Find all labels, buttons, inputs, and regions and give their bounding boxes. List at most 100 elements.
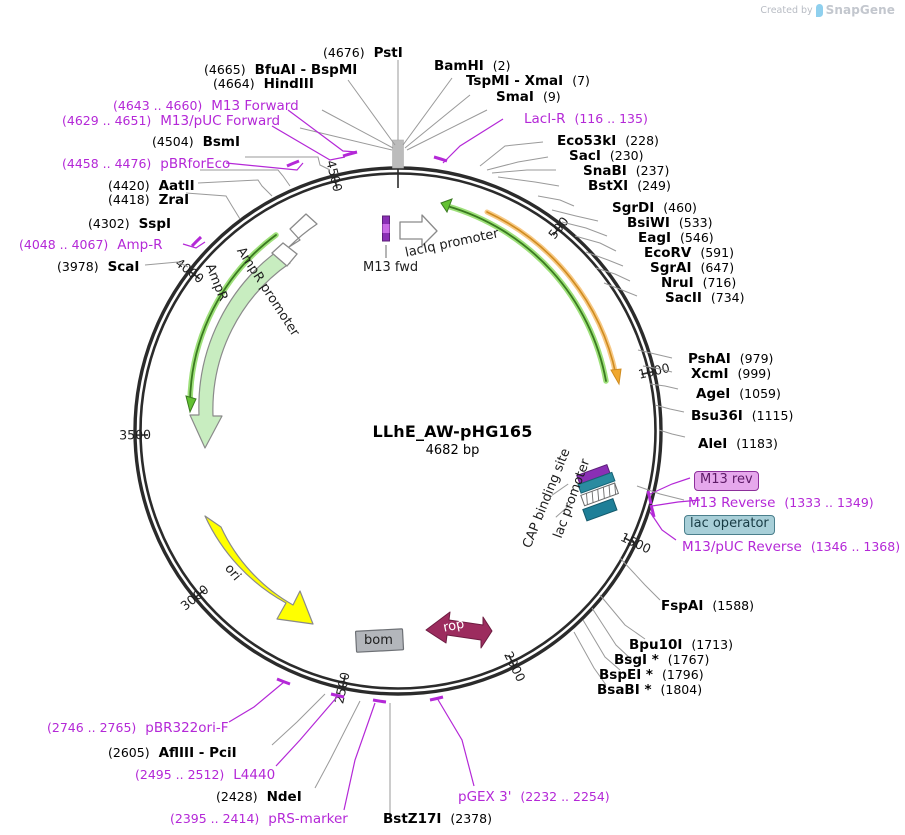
label-saci-pos: (230)	[609, 148, 644, 163]
label-bstxi-pos: (249)	[637, 178, 671, 193]
label-sgrdi-name: SgrDI	[612, 200, 655, 216]
label-bsgi[interactable]: BsgI * (1767)	[614, 651, 709, 668]
label-aatii[interactable]: (4420) AatII	[108, 177, 195, 194]
label-bstxi[interactable]: BstXI (249)	[588, 177, 671, 194]
label-nrui[interactable]: NruI (716)	[661, 274, 736, 291]
label-eco53ki[interactable]: Eco53kI (228)	[557, 132, 659, 149]
label-nrui-name: NruI	[661, 275, 694, 291]
label-laci-r[interactable]: LacI-R (116 .. 135)	[524, 110, 648, 127]
label-sacii[interactable]: SacII (734)	[665, 289, 745, 306]
leader-lines-bottom	[228, 681, 475, 815]
label-eco53ki-pos: (228)	[625, 133, 659, 148]
label-bspei[interactable]: BspEI * (1796)	[599, 666, 704, 683]
label-psti-pos: (4676)	[323, 45, 365, 60]
label-laci-r-pos: (116 .. 135)	[574, 111, 648, 126]
label-bpu10i[interactable]: Bpu10I (1713)	[629, 636, 733, 653]
label-bstz17i-name: BstZ17I	[383, 811, 442, 827]
label-sspi-pos: (4302)	[88, 216, 130, 231]
label-hindiii-pos: (4664)	[213, 76, 255, 91]
label-sspi[interactable]: (4302) SspI	[88, 215, 171, 232]
label-m13-forward-name: M13 Forward	[211, 98, 299, 114]
label-fspai[interactable]: FspAI (1588)	[661, 597, 754, 614]
label-sgrai[interactable]: SgrAI (647)	[650, 259, 734, 276]
label-bamhi-name: BamHI	[434, 58, 484, 74]
label-bsmi-name: BsmI	[202, 134, 240, 150]
label-sspi-name: SspI	[138, 216, 172, 232]
label-aatii-name: AatII	[158, 178, 195, 194]
label-m13-reverse-name: M13 Reverse	[688, 495, 776, 511]
label-l4440-pos: (2495 .. 2512)	[135, 767, 225, 782]
label-ecorv-name: EcoRV	[644, 245, 692, 261]
leader-lines-right-lower	[573, 477, 701, 686]
label-bsiwi-name: BsiWI	[627, 215, 670, 231]
label-amp-r[interactable]: (4048 .. 4067) Amp-R	[19, 236, 163, 253]
badge-m13-rev[interactable]: M13 rev	[694, 471, 759, 491]
label-bfuai-bspmi-pos: (4665)	[204, 62, 246, 77]
label-bsu36i[interactable]: Bsu36I (1115)	[691, 407, 793, 424]
label-m13puc-forward[interactable]: (4629 .. 4651) M13/pUC Forward	[62, 112, 280, 129]
label-xcmi-pos: (999)	[737, 366, 772, 381]
label-bsu36i-name: Bsu36I	[691, 408, 743, 424]
label-bfuai-bspmi[interactable]: (4665) BfuAI - BspMI	[204, 61, 357, 78]
label-snabi[interactable]: SnaBI (237)	[583, 162, 669, 179]
label-pshai-name: PshAI	[688, 351, 731, 367]
label-bstz17i[interactable]: BstZ17I (2378)	[383, 810, 492, 827]
label-psti[interactable]: (4676) PstI	[323, 44, 403, 61]
feature-ori	[204, 515, 314, 625]
label-hindiii-name: HindIII	[263, 76, 314, 92]
label-alei-pos: (1183)	[736, 436, 778, 451]
label-afliii-pcii[interactable]: (2605) AflIII - PciI	[108, 744, 237, 761]
label-smai[interactable]: SmaI (9)	[496, 88, 561, 105]
svg-text:4500: 4500	[323, 159, 345, 194]
feature-label-m13-fwd: M13 fwd	[363, 260, 419, 275]
primer-green-arc	[440, 198, 609, 384]
label-bsabi[interactable]: BsaBI * (1804)	[597, 681, 702, 698]
label-pgex3-name: pGEX 3'	[458, 789, 512, 805]
label-bsiwi[interactable]: BsiWI (533)	[627, 214, 713, 231]
label-bstz17i-pos: (2378)	[450, 811, 492, 826]
watermark-created-by: Created by	[760, 4, 813, 16]
label-pgex3-pos: (2232 .. 2254)	[520, 789, 610, 804]
label-psti-name: PstI	[373, 45, 403, 61]
label-l4440-name: L4440	[233, 767, 276, 783]
label-bsabi-name: BsaBI *	[597, 682, 652, 698]
label-m13puc-reverse[interactable]: M13/pUC Reverse (1346 .. 1368)	[682, 538, 900, 555]
label-amp-r-pos: (4048 .. 4067)	[19, 237, 109, 252]
label-sgrdi-pos: (460)	[663, 200, 697, 215]
label-m13-reverse[interactable]: M13 Reverse (1333 .. 1349)	[688, 494, 874, 511]
label-tspmi-xmai-name: TspMI - XmaI	[466, 73, 564, 89]
label-bamhi[interactable]: BamHI (2)	[434, 57, 511, 74]
label-eagi[interactable]: EagI (546)	[638, 229, 714, 246]
label-scai[interactable]: (3978) ScaI	[57, 258, 139, 275]
label-pbrforeco[interactable]: (4458 .. 4476) pBRforEco	[62, 155, 230, 172]
label-pshai[interactable]: PshAI (979)	[688, 350, 773, 367]
label-pbrforeco-pos: (4458 .. 4476)	[62, 156, 152, 171]
label-l4440[interactable]: (2495 .. 2512) L4440	[135, 766, 275, 783]
label-bsmi[interactable]: (4504) BsmI	[152, 133, 240, 150]
label-xcmi[interactable]: XcmI (999)	[691, 365, 771, 382]
label-pbr322ori-f[interactable]: (2746 .. 2765) pBR322ori-F	[47, 719, 228, 736]
feature-rop	[425, 611, 493, 649]
label-pgex3[interactable]: pGEX 3' (2232 .. 2254)	[458, 788, 610, 805]
label-ndei[interactable]: (2428) NdeI	[216, 788, 302, 805]
label-snabi-name: SnaBI	[583, 163, 627, 179]
label-sgrdi[interactable]: SgrDI (460)	[612, 199, 697, 216]
label-m13puc-reverse-pos: (1346 .. 1368)	[810, 539, 901, 554]
label-eagi-name: EagI	[638, 230, 672, 246]
label-m13-forward[interactable]: (4643 .. 4660) M13 Forward	[113, 97, 299, 114]
label-bsgi-pos: (1767)	[667, 652, 710, 667]
label-alei[interactable]: AleI (1183)	[698, 435, 778, 452]
label-ecorv[interactable]: EcoRV (591)	[644, 244, 734, 261]
feature-laciq-promoter	[399, 214, 438, 247]
label-prs-marker[interactable]: (2395 .. 2414) pRS-marker	[170, 810, 348, 827]
label-saci[interactable]: SacI (230)	[569, 147, 643, 164]
label-agei-pos: (1059)	[739, 386, 781, 401]
label-bspei-name: BspEI *	[599, 667, 653, 683]
label-agei[interactable]: AgeI (1059)	[696, 385, 781, 402]
label-hindiii[interactable]: (4664) HindIII	[213, 75, 314, 92]
label-zrai[interactable]: (4418) ZraI	[108, 191, 189, 208]
badge-lac-operator[interactable]: lac operator	[684, 515, 775, 535]
label-bpu10i-pos: (1713)	[691, 637, 733, 652]
label-tspmi-xmai[interactable]: TspMI - XmaI (7)	[466, 72, 590, 89]
